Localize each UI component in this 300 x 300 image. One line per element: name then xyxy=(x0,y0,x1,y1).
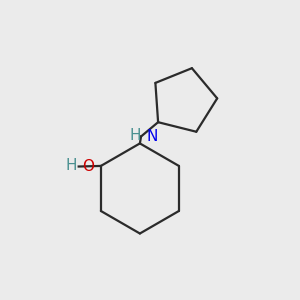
Text: H: H xyxy=(129,128,140,143)
Text: N: N xyxy=(146,129,158,144)
Text: O: O xyxy=(82,159,94,174)
Text: H: H xyxy=(66,158,77,173)
